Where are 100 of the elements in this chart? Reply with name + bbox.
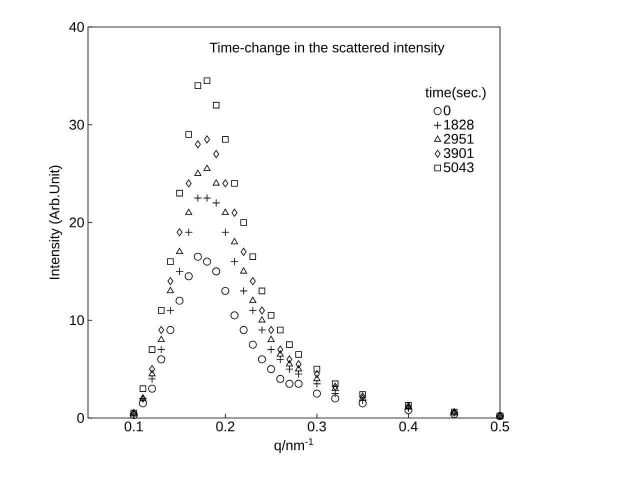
point	[286, 341, 293, 348]
point	[312, 390, 321, 398]
point	[250, 277, 256, 286]
point	[222, 179, 228, 188]
point	[248, 306, 257, 314]
point	[276, 350, 284, 357]
point	[194, 194, 202, 202]
point	[296, 360, 302, 368]
point	[148, 384, 156, 393]
point	[249, 296, 256, 303]
point	[212, 198, 220, 207]
point	[184, 272, 193, 280]
point	[331, 394, 340, 402]
point	[276, 374, 284, 383]
point	[157, 346, 166, 354]
point	[359, 391, 366, 398]
point	[404, 406, 412, 414]
x-tick-label: 0.2	[216, 422, 234, 432]
point	[158, 326, 164, 334]
point	[240, 267, 248, 274]
point	[240, 248, 247, 256]
text: Time-change in the scattered intensity	[210, 42, 444, 56]
point	[277, 346, 284, 354]
x-tick-label: 0.3	[308, 422, 326, 432]
point	[332, 380, 338, 388]
legend-label: 3901	[444, 148, 474, 158]
x-tick-label: 0.5	[490, 422, 510, 432]
point	[240, 286, 248, 295]
point	[186, 179, 192, 188]
point	[268, 336, 275, 342]
point	[268, 326, 274, 334]
point	[194, 252, 202, 261]
point	[295, 365, 302, 372]
x-axis-title: q/nm$^{-1}$	[274, 438, 314, 454]
point	[267, 365, 276, 374]
point	[268, 312, 274, 319]
point	[212, 179, 220, 186]
point	[157, 355, 166, 364]
point	[267, 346, 276, 354]
point	[331, 390, 340, 398]
point	[259, 306, 265, 314]
point	[204, 135, 210, 144]
point	[332, 384, 339, 391]
point	[204, 164, 211, 171]
point	[158, 307, 165, 314]
point	[258, 288, 266, 294]
point	[294, 380, 303, 388]
point	[166, 286, 174, 294]
point	[167, 258, 174, 265]
point	[167, 277, 174, 286]
y-axis-title: Intensity (Arb.Unit)	[49, 166, 62, 279]
point	[358, 399, 367, 408]
point	[286, 360, 293, 366]
point	[286, 355, 292, 364]
point	[230, 311, 238, 320]
point	[148, 370, 156, 376]
point	[212, 102, 220, 108]
point	[277, 326, 284, 334]
point	[240, 219, 247, 226]
y-tick-label: 20	[70, 218, 84, 228]
point	[166, 326, 174, 334]
point	[176, 296, 184, 305]
point	[230, 238, 238, 244]
y-tick-label: 40	[69, 22, 84, 32]
point	[232, 208, 238, 217]
point	[295, 351, 302, 358]
point	[240, 326, 248, 334]
point	[222, 136, 229, 143]
point	[176, 248, 184, 254]
point	[332, 382, 338, 391]
y-tick-label: 10	[70, 315, 84, 326]
legend-label: 1828	[444, 120, 474, 130]
point	[148, 346, 156, 353]
x-tick-label: 0.4	[399, 422, 418, 432]
point	[314, 366, 320, 372]
point	[176, 190, 183, 196]
point	[221, 286, 230, 295]
point	[158, 336, 165, 342]
legend-label: 5043	[444, 162, 474, 172]
legend-title: time(sec.)	[425, 87, 486, 100]
point	[204, 77, 210, 84]
legend-label: 0	[444, 105, 450, 116]
point	[140, 385, 146, 392]
x-tick-label: 0.1	[124, 422, 143, 432]
point	[194, 82, 202, 89]
legend-label: 2951	[444, 134, 474, 144]
point	[194, 140, 201, 148]
point	[213, 150, 220, 158]
point	[194, 170, 202, 176]
point	[185, 208, 192, 215]
point	[221, 228, 230, 236]
point	[250, 253, 256, 260]
point	[231, 180, 238, 187]
point	[222, 208, 229, 215]
point	[248, 340, 257, 349]
point	[212, 267, 220, 276]
point	[185, 131, 192, 138]
y-tick-label: 0	[77, 413, 84, 423]
point	[203, 258, 212, 266]
point	[313, 374, 320, 382]
